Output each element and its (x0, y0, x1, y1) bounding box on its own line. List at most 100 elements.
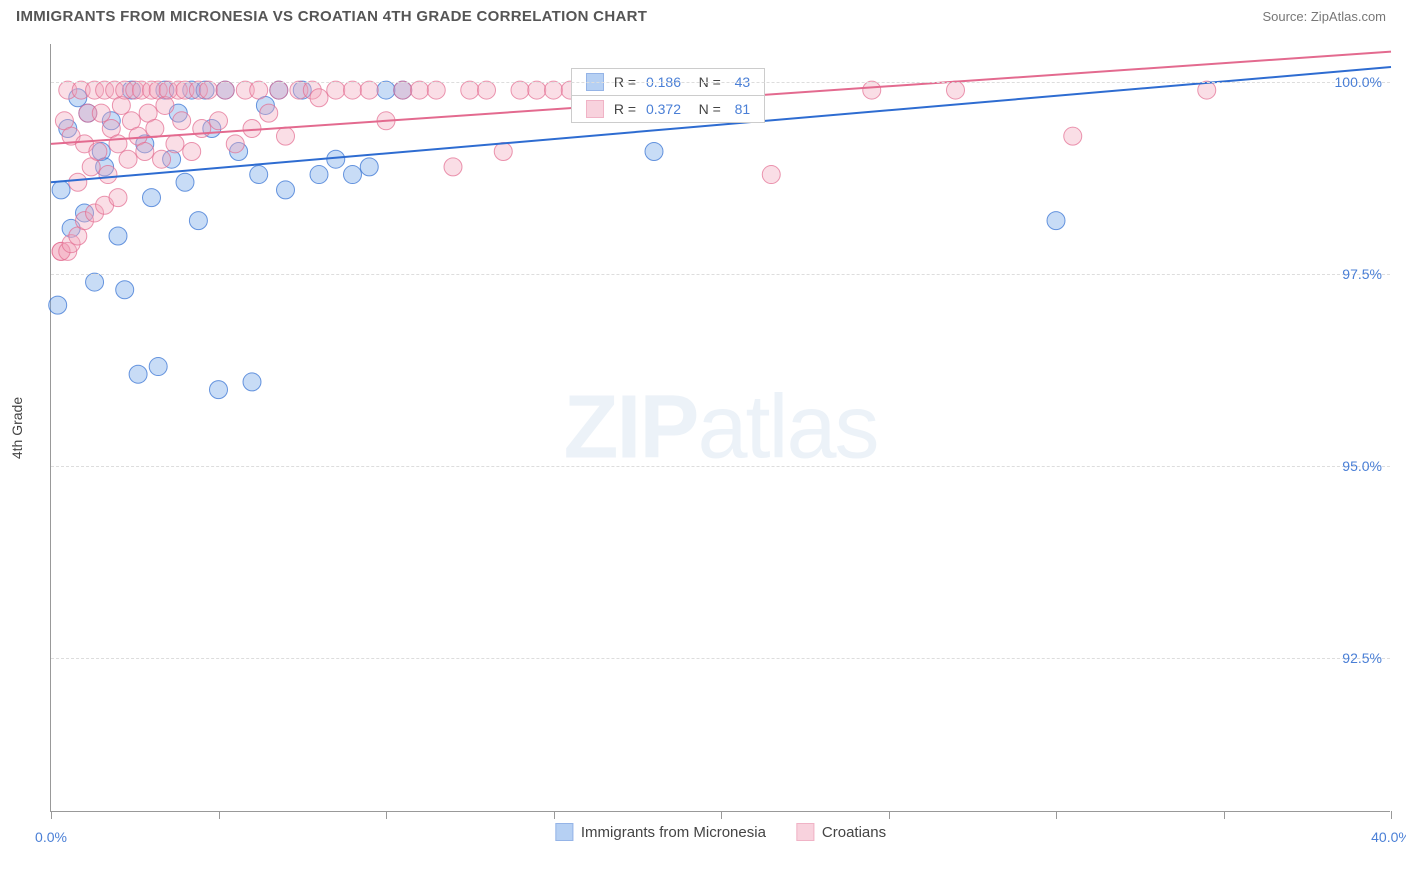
legend-series-item: Croatians (796, 823, 886, 841)
scatter-point (143, 189, 161, 207)
scatter-point (69, 173, 87, 191)
scatter-point (149, 358, 167, 376)
scatter-point (863, 81, 881, 99)
scatter-point (511, 81, 529, 99)
scatter-point (183, 143, 201, 161)
x-tick-mark (1391, 811, 1392, 819)
scatter-point (327, 81, 345, 99)
legend-correlation-row: R = 0.372 N = 81 (572, 96, 764, 122)
scatter-point (86, 273, 104, 291)
legend-swatch (796, 823, 814, 841)
legend-series-item: Immigrants from Micronesia (555, 823, 766, 841)
scatter-point (243, 119, 261, 137)
scatter-point (310, 166, 328, 184)
legend-r-value: 0.372 (646, 101, 681, 117)
scatter-point (52, 181, 70, 199)
source-label: Source: ZipAtlas.com (1262, 9, 1386, 24)
scatter-point (394, 81, 412, 99)
y-tick-label: 97.5% (1342, 266, 1382, 282)
x-tick-mark (386, 811, 387, 819)
legend-swatch (586, 100, 604, 118)
x-tick-mark (889, 811, 890, 819)
x-tick-mark (721, 811, 722, 819)
x-tick-mark (219, 811, 220, 819)
gridline-horizontal (51, 658, 1390, 659)
x-tick-label: 40.0% (1371, 829, 1406, 845)
scatter-point (176, 173, 194, 191)
scatter-point (645, 143, 663, 161)
scatter-point (146, 119, 164, 137)
scatter-point (360, 81, 378, 99)
scatter-point (109, 135, 127, 153)
scatter-point (166, 135, 184, 153)
scatter-point (270, 81, 288, 99)
scatter-point (89, 143, 107, 161)
scatter-point (360, 158, 378, 176)
scatter-point (109, 227, 127, 245)
legend-series-label: Croatians (822, 824, 886, 841)
scatter-point (277, 127, 295, 145)
scatter-point (344, 166, 362, 184)
scatter-point (112, 96, 130, 114)
scatter-point (1064, 127, 1082, 145)
scatter-point (243, 373, 261, 391)
x-tick-mark (51, 811, 52, 819)
scatter-point (478, 81, 496, 99)
chart-plot-area: 4th Grade ZIPatlas R = 0.186 N = 43 R = … (50, 44, 1390, 812)
scatter-point (116, 281, 134, 299)
y-tick-label: 95.0% (1342, 458, 1382, 474)
scatter-point (1047, 212, 1065, 230)
scatter-point (310, 89, 328, 107)
scatter-point (277, 181, 295, 199)
scatter-point (494, 143, 512, 161)
scatter-point (173, 112, 191, 130)
scatter-point (947, 81, 965, 99)
scatter-point (49, 296, 67, 314)
scatter-point (99, 166, 117, 184)
scatter-point (189, 212, 207, 230)
scatter-point (216, 81, 234, 99)
y-tick-label: 100.0% (1335, 74, 1382, 90)
y-axis-label: 4th Grade (9, 396, 25, 458)
legend-series-label: Immigrants from Micronesia (581, 824, 766, 841)
scatter-point (136, 143, 154, 161)
scatter-point (210, 381, 228, 399)
scatter-point (411, 81, 429, 99)
scatter-point (156, 96, 174, 114)
scatter-point (129, 365, 147, 383)
chart-title: IMMIGRANTS FROM MICRONESIA VS CROATIAN 4… (16, 8, 647, 25)
gridline-horizontal (51, 82, 1390, 83)
scatter-point (226, 135, 244, 153)
x-tick-label: 0.0% (35, 829, 67, 845)
scatter-point (199, 81, 217, 99)
scatter-point (250, 166, 268, 184)
x-tick-mark (1056, 811, 1057, 819)
scatter-point (109, 189, 127, 207)
scatter-point (762, 166, 780, 184)
scatter-point (210, 112, 228, 130)
y-tick-label: 92.5% (1342, 650, 1382, 666)
series-legend: Immigrants from Micronesia Croatians (555, 823, 886, 841)
scatter-point (427, 81, 445, 99)
scatter-point (461, 81, 479, 99)
scatter-point (260, 104, 278, 122)
x-tick-mark (554, 811, 555, 819)
scatter-point (545, 81, 563, 99)
scatter-point (250, 81, 268, 99)
scatter-point (344, 81, 362, 99)
legend-r-label: R = (610, 101, 640, 117)
correlation-legend: R = 0.186 N = 43 R = 0.372 N = 81 (571, 68, 765, 123)
scatter-plot-svg (51, 44, 1390, 811)
legend-swatch (555, 823, 573, 841)
scatter-point (377, 81, 395, 99)
scatter-point (92, 104, 110, 122)
gridline-horizontal (51, 466, 1390, 467)
scatter-point (444, 158, 462, 176)
scatter-point (528, 81, 546, 99)
scatter-point (119, 150, 137, 168)
legend-n-value: 81 (731, 101, 750, 117)
x-tick-mark (1224, 811, 1225, 819)
gridline-horizontal (51, 274, 1390, 275)
scatter-point (153, 150, 171, 168)
legend-n-label: N = (687, 101, 725, 117)
